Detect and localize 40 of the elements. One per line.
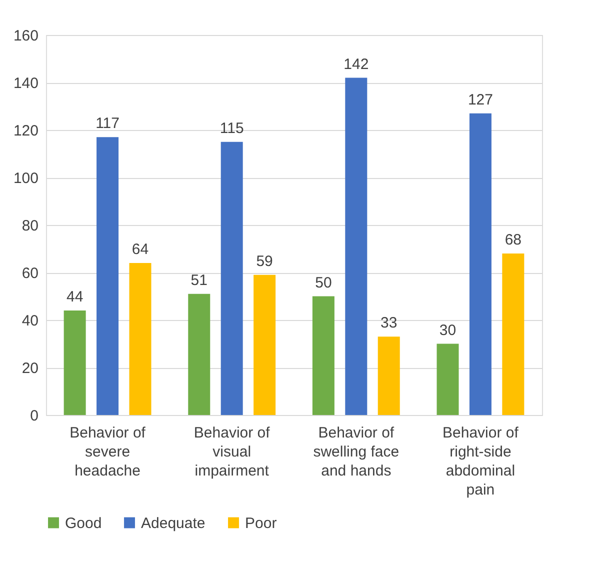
data-label: 115 xyxy=(220,120,244,137)
data-label: 68 xyxy=(504,232,522,248)
y-tick-label: 160 xyxy=(13,28,38,44)
data-label: 51 xyxy=(190,272,208,289)
bar xyxy=(502,254,524,415)
data-label: 50 xyxy=(315,274,332,292)
bar xyxy=(129,263,152,415)
y-tick-label: 100 xyxy=(13,170,38,187)
x-tick-label: Behavior of severe headache xyxy=(70,424,146,480)
y-tick-label: 140 xyxy=(13,75,38,92)
y-tick-label: 0 xyxy=(30,408,38,424)
x-tick-label: Behavior of swelling face and hands xyxy=(313,424,400,480)
bar xyxy=(96,137,119,415)
x-tick-label: Behavior of visual impairment xyxy=(194,424,271,480)
bar xyxy=(312,296,334,415)
bar xyxy=(254,274,276,415)
bar xyxy=(188,294,210,415)
data-label: 127 xyxy=(468,91,493,108)
data-label: 142 xyxy=(344,56,369,73)
y-tick-label: 80 xyxy=(22,218,38,234)
legend-label: Good xyxy=(65,514,102,532)
data-label: 44 xyxy=(66,288,84,306)
data-label: 59 xyxy=(256,252,273,270)
x-tick-label: Behavior of right-side abdominal pain xyxy=(442,424,520,498)
y-tick-label: 120 xyxy=(13,122,38,140)
bar xyxy=(469,113,492,415)
y-tick-label: 40 xyxy=(22,312,38,330)
data-label: 30 xyxy=(439,322,456,339)
legend-label: Adequate xyxy=(141,514,206,532)
bar xyxy=(436,344,459,415)
bar xyxy=(64,310,86,415)
bar xyxy=(345,78,368,415)
y-tick-label: 60 xyxy=(22,265,38,282)
y-tick-label: 20 xyxy=(22,360,38,377)
data-label: 117 xyxy=(96,115,120,132)
data-label: 33 xyxy=(380,314,398,332)
legend-label: Poor xyxy=(245,514,277,532)
bar xyxy=(220,142,243,415)
bar xyxy=(378,336,400,415)
data-label: 64 xyxy=(132,241,149,258)
